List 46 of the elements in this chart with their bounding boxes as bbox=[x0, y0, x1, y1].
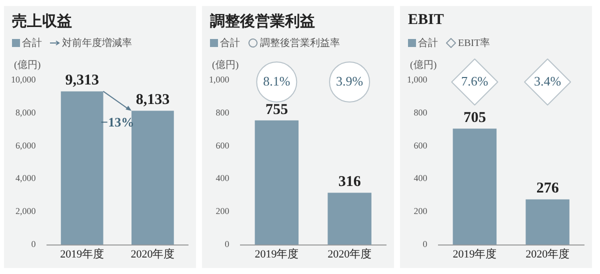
data-label: 755 bbox=[265, 102, 288, 118]
y-tick-label: 1,000 bbox=[209, 74, 230, 84]
y-axis-title: (億円) bbox=[14, 58, 41, 72]
x-tick-label: 2020年度 bbox=[328, 247, 372, 260]
legend-label: 合計 bbox=[418, 36, 438, 50]
x-tick-label: 2019年度 bbox=[254, 247, 299, 260]
text: 調整後営業利益率 bbox=[260, 36, 340, 50]
y-tick-label: 200 bbox=[414, 206, 428, 216]
y-tick-label: 600 bbox=[216, 140, 230, 150]
annotation: 3.9% bbox=[336, 73, 364, 88]
chart-title: 売上収益 bbox=[12, 12, 72, 31]
x-tick-label: 2019年度 bbox=[452, 247, 497, 260]
chart-title: EBIT bbox=[408, 12, 444, 29]
text: EBIT率 bbox=[458, 36, 490, 50]
y-axis-title: (億円) bbox=[410, 58, 437, 72]
chart-title: 調整後営業利益 bbox=[210, 12, 315, 31]
y-tick-label: 2,000 bbox=[16, 206, 36, 216]
y-tick-label: 800 bbox=[414, 107, 428, 118]
legend-label: 合計 bbox=[220, 36, 240, 50]
y-tick-label: 0 bbox=[422, 239, 428, 250]
y-tick-label: 400 bbox=[216, 173, 230, 184]
x-tick-label: 2019年度 bbox=[60, 247, 104, 260]
x-tick-label: 2020年度 bbox=[130, 247, 175, 260]
data-label: 705 bbox=[463, 110, 486, 126]
data-label: 8,133 bbox=[136, 92, 170, 108]
y-tick-label: 8,000 bbox=[16, 107, 36, 118]
y-tick-label: 10,000 bbox=[11, 74, 36, 84]
y-tick-label: 6,000 bbox=[16, 140, 36, 150]
data-label: 276 bbox=[536, 180, 560, 197]
data-label: 316 bbox=[338, 174, 362, 190]
y-tick-label: 400 bbox=[414, 173, 428, 184]
y-tick-label: 200 bbox=[216, 206, 230, 216]
annotation: 8.1% bbox=[263, 73, 290, 88]
y-tick-label: 0 bbox=[31, 239, 36, 250]
legend-label: 合計 bbox=[22, 36, 42, 50]
y-axis-title: (億円) bbox=[212, 58, 239, 72]
x-tick-label: 2020年度 bbox=[526, 247, 570, 260]
y-tick-label: 600 bbox=[414, 140, 428, 150]
y-tick-label: 0 bbox=[224, 239, 230, 250]
y-tick-label: 1,000 bbox=[407, 74, 428, 84]
annotation: 7.6% bbox=[461, 73, 488, 88]
annotation: 3.4% bbox=[534, 73, 562, 88]
data-label: 9,313 bbox=[65, 72, 99, 89]
text: 対前年度増減率 bbox=[62, 36, 132, 50]
y-tick-label: 800 bbox=[216, 107, 230, 118]
y-tick-label: 4,000 bbox=[16, 173, 36, 184]
